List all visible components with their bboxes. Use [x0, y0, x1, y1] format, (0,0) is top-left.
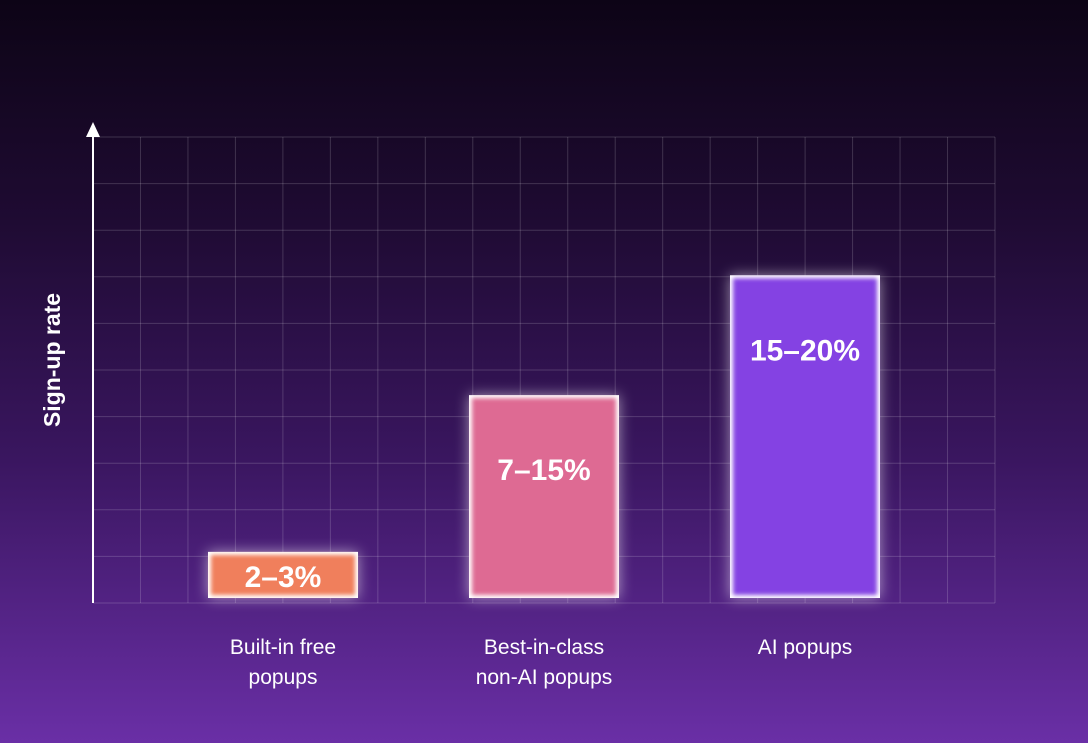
bar-group: 15–20%	[730, 275, 880, 598]
bar-fill	[472, 398, 616, 595]
y-axis-arrow-icon	[86, 122, 100, 137]
y-axis	[86, 122, 100, 603]
bar-group: 7–15%	[469, 395, 619, 598]
bar-value-label: 2–3%	[245, 561, 322, 594]
bar-value-label: 15–20%	[750, 334, 860, 367]
category-label: Built-in free popups	[229, 636, 337, 689]
category-label: AI popups	[757, 636, 853, 659]
bar-fill	[211, 554, 355, 595]
category-label: Best-in-class non-AI popups	[475, 636, 613, 689]
bar-group: 2–3%	[208, 551, 358, 598]
bar-fill	[733, 278, 877, 595]
bar-value-label: 7–15%	[497, 454, 590, 487]
y-axis-label: Sign-up rate	[39, 293, 65, 427]
